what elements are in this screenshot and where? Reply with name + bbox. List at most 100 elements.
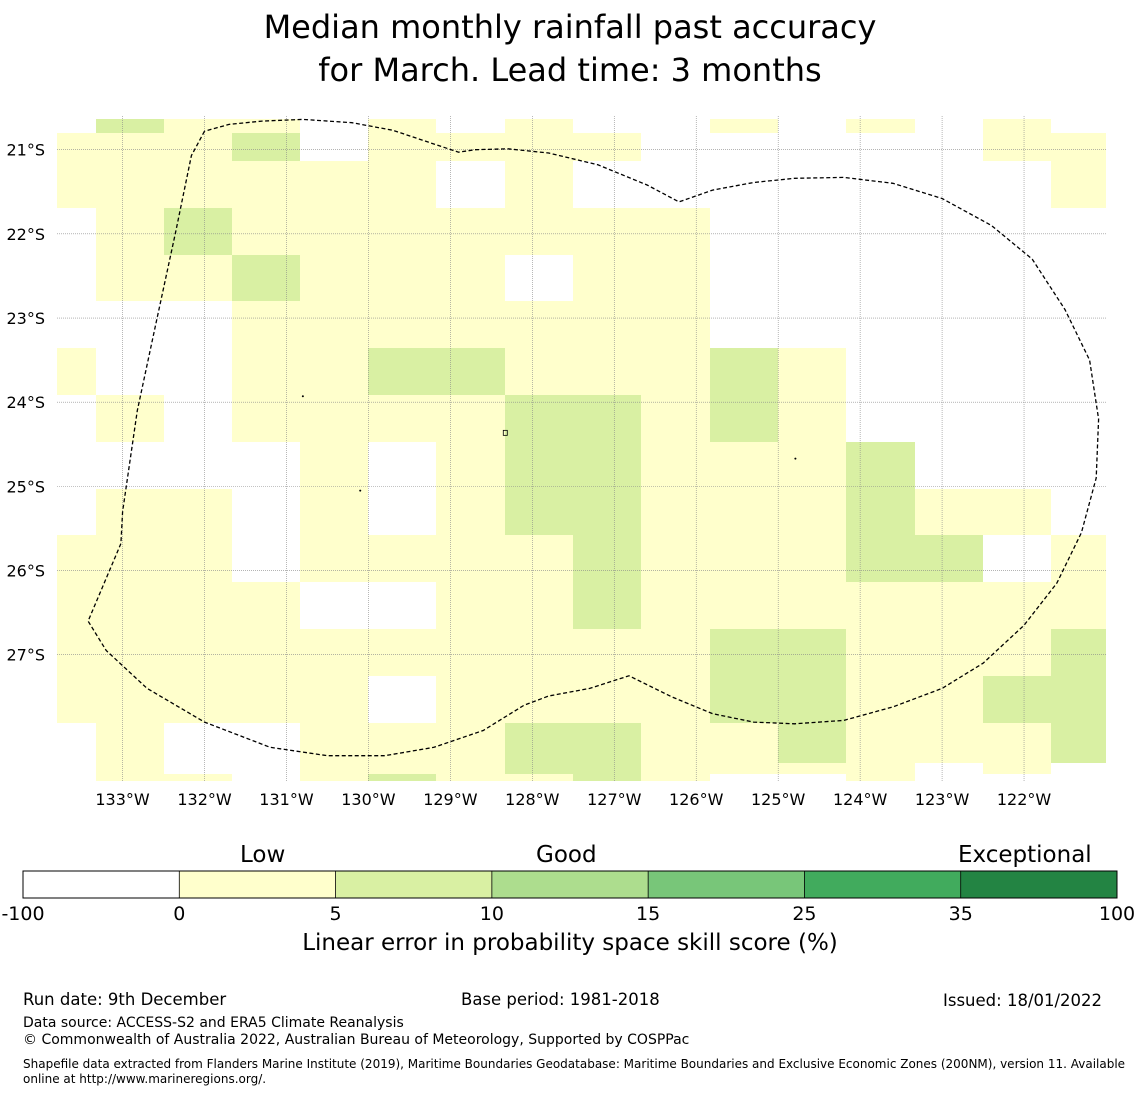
island-dot [359, 489, 362, 492]
colorbar-segment [648, 871, 805, 898]
grid-cell [300, 255, 368, 301]
grid-cell [164, 208, 232, 255]
grid-cell [846, 676, 915, 723]
shapefile-credit-line-1: Shapefile data extracted from Flanders M… [23, 1057, 1126, 1071]
grid-cell [164, 535, 232, 582]
grid-cell [505, 301, 573, 348]
grid-cell [915, 723, 983, 763]
colorbar-tick-label: 25 [792, 903, 816, 925]
grid-cell [710, 489, 778, 535]
grid-cell [778, 395, 846, 442]
lon-tick-label: 127°W [587, 790, 642, 809]
grid-cell [573, 723, 641, 763]
grid-cell [300, 301, 368, 348]
islands [301, 395, 797, 492]
grid-cell [436, 255, 505, 301]
grid-cell [505, 723, 573, 763]
grid-cell [641, 395, 710, 442]
colorbar [22, 870, 1118, 899]
grid-cell [573, 629, 641, 676]
grid-cell [232, 582, 300, 629]
grid-cell [1051, 629, 1106, 676]
grid-cell [164, 676, 232, 723]
grid-cell [368, 629, 436, 676]
grid-cell [232, 301, 300, 348]
grid-cell [368, 348, 436, 395]
lon-tick-label: 124°W [833, 790, 888, 809]
grid-cell [1051, 161, 1106, 208]
colorbar-category-exceptional: Exceptional [958, 842, 1092, 868]
latitude-tick-labels: 21°S 22°S 23°S 24°S 25°S 26°S 27°S [6, 141, 45, 665]
grid-cell [641, 301, 710, 348]
grid-cell [96, 208, 164, 255]
grid-cell [778, 582, 846, 629]
grid-cell [96, 535, 164, 582]
grid-cell [710, 723, 778, 763]
grid-cell [436, 442, 505, 489]
colorbar-segment [23, 871, 180, 898]
grid-cell [300, 629, 368, 676]
grid-cell [778, 348, 846, 395]
colorbar-tick-label: 10 [480, 903, 504, 925]
grid-cell [573, 255, 641, 301]
grid-cell [915, 582, 983, 629]
grid-cell [505, 774, 573, 781]
grid-cell [368, 133, 436, 161]
grid-cell [505, 133, 573, 161]
island-dot [794, 457, 797, 460]
grid-cell [164, 774, 232, 781]
grid-cell [368, 535, 436, 582]
grid-cell [983, 489, 1051, 535]
grid-cell [573, 133, 641, 161]
colorbar-segment [804, 871, 961, 898]
lon-tick-label: 130°W [341, 790, 396, 809]
grid-cell [164, 255, 232, 301]
grid-cell [1051, 133, 1106, 161]
grid-cell [505, 442, 573, 489]
grid-cell [778, 723, 846, 763]
grid-cell [368, 119, 436, 133]
colorbar-tick-label: 0 [173, 903, 185, 925]
grid-cell [573, 208, 641, 255]
lon-tick-label: 122°W [997, 790, 1052, 809]
grid-cell [505, 161, 573, 208]
grid-cell [846, 582, 915, 629]
grid-cell [436, 133, 505, 161]
grid-cell [368, 301, 436, 348]
grid-cell [300, 161, 368, 208]
grid-cell [573, 774, 641, 781]
grid-cell [164, 119, 232, 133]
grid-cell [983, 723, 1051, 763]
lon-tick-label: 131°W [259, 790, 314, 809]
island-dot [301, 395, 304, 398]
grid-cell [300, 489, 368, 535]
colorbar-tick-label: 100 [1099, 903, 1135, 925]
lat-tick-label: 26°S [6, 562, 45, 581]
grid-cell [232, 348, 300, 395]
grid-cell [57, 535, 96, 582]
grid-cell [368, 723, 436, 763]
colorbar-category-good: Good [536, 842, 597, 868]
grid-cell [436, 582, 505, 629]
colorbar-tick-label: -100 [1, 903, 44, 925]
lon-tick-label: 128°W [505, 790, 560, 809]
grid-cell [983, 133, 1051, 161]
grid-cell [710, 348, 778, 395]
grid-cell [436, 395, 505, 442]
grid-cell [436, 629, 505, 676]
grid-cell [57, 161, 96, 208]
grid-cell [96, 133, 164, 161]
grid-cell [436, 489, 505, 535]
grid-cell [983, 119, 1051, 133]
lat-tick-label: 22°S [6, 225, 45, 244]
colorbar-segment [491, 871, 649, 898]
shapefile-credit-line-2: online at http://www.marineregions.org/. [23, 1072, 267, 1086]
grid-cell [846, 629, 915, 676]
grid-cell [641, 535, 710, 582]
grid-cell [710, 676, 778, 723]
grid-cell [778, 629, 846, 676]
grid-cell [57, 133, 96, 161]
grid-cell [710, 629, 778, 676]
grid-cell [300, 395, 368, 442]
grid-cell [57, 582, 96, 629]
